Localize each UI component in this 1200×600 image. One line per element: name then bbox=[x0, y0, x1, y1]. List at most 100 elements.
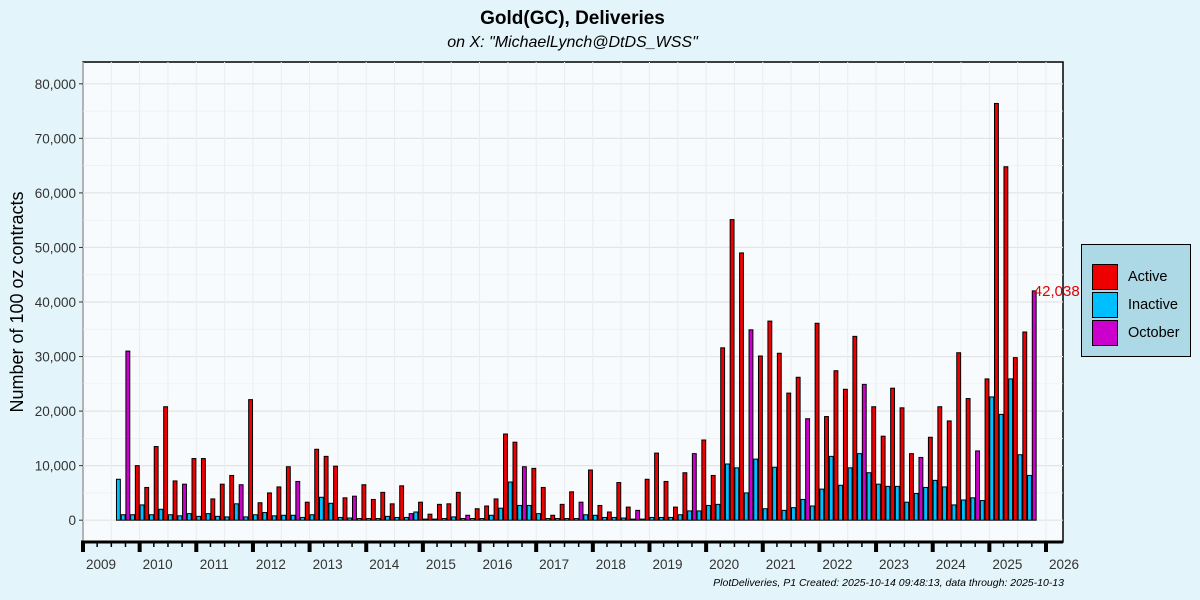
bar-2016-04 bbox=[493, 498, 499, 521]
bar-2021-09 bbox=[800, 498, 806, 521]
bar-2010-03 bbox=[149, 514, 154, 521]
bar-2016-06 bbox=[503, 433, 508, 521]
bar-2013-09 bbox=[347, 517, 353, 521]
bar-2025-06 bbox=[1012, 357, 1018, 521]
bar-2014-08 bbox=[399, 485, 405, 521]
bar-2019-01 bbox=[649, 516, 655, 521]
bar-2021-02 bbox=[767, 320, 773, 521]
y-tick-label: 20,000 bbox=[35, 404, 76, 419]
bar-2024-09 bbox=[970, 497, 976, 521]
bar-2018-02 bbox=[597, 504, 603, 521]
legend-label-active: Active bbox=[1128, 269, 1168, 285]
bar-2022-02 bbox=[824, 416, 829, 521]
bar-2022-11 bbox=[866, 472, 872, 521]
bar-2010-06 bbox=[163, 406, 169, 521]
bar-2020-04 bbox=[720, 347, 726, 521]
x-tick-label: 2009 bbox=[86, 557, 116, 572]
y-tick-label: 30,000 bbox=[35, 350, 76, 365]
bar-2011-06 bbox=[219, 483, 225, 521]
bar-2025-07 bbox=[1017, 454, 1023, 521]
last-value-annotation: 42,038 bbox=[1034, 283, 1080, 300]
x-tick-label: 2020 bbox=[709, 557, 739, 572]
bar-2020-06 bbox=[729, 219, 735, 521]
bar-2024-05 bbox=[951, 504, 957, 521]
x-tick-label: 2013 bbox=[313, 557, 343, 572]
bar-2010-10 bbox=[182, 483, 187, 521]
x-tick-label: 2016 bbox=[483, 557, 513, 572]
y-axis: 0 10,000 20,000 30,000 40,000 50,000 60,000 70,… bbox=[35, 77, 83, 528]
x-tick-label: 2024 bbox=[936, 557, 967, 572]
bar-2017-07 bbox=[564, 518, 570, 521]
bar-2018-03 bbox=[602, 516, 608, 521]
bar-2022-07 bbox=[847, 467, 853, 521]
x-tick-label: 2026 bbox=[1049, 557, 1079, 572]
bar-2021-06 bbox=[786, 392, 792, 521]
bar-2021-10 bbox=[805, 418, 811, 521]
bar-2024-06 bbox=[956, 352, 962, 521]
bar-2018-12 bbox=[644, 478, 650, 521]
bar-2020-07 bbox=[734, 467, 740, 521]
bar-2020-12 bbox=[757, 355, 763, 521]
bar-2023-05 bbox=[894, 485, 900, 521]
bar-2015-05 bbox=[441, 518, 447, 521]
x-tick-label: 2014 bbox=[369, 557, 400, 572]
bar-2020-08 bbox=[739, 252, 744, 521]
bar-2021-03 bbox=[772, 466, 778, 521]
bar-2010-02 bbox=[144, 486, 150, 521]
bar-2014-04 bbox=[380, 491, 386, 521]
bar-2020-09 bbox=[743, 492, 749, 521]
bar-2020-03 bbox=[715, 503, 721, 521]
x-tick-label: 2023 bbox=[879, 557, 909, 572]
legend-label-october: October bbox=[1128, 325, 1180, 341]
y-tick-label: 0 bbox=[68, 513, 76, 528]
x-tick-label: 2010 bbox=[143, 557, 173, 572]
bar-2011-04 bbox=[210, 498, 216, 521]
bar-2013-05 bbox=[328, 502, 334, 521]
legend-swatch-inactive bbox=[1092, 292, 1118, 318]
bar-2017-04 bbox=[550, 514, 556, 521]
bar-2017-02 bbox=[540, 486, 546, 521]
bar-2021-11 bbox=[809, 505, 815, 521]
x-tick-label: 2018 bbox=[596, 557, 626, 572]
bar-2025-01 bbox=[989, 396, 995, 521]
bar-2013-08 bbox=[342, 497, 348, 521]
bar-2022-04 bbox=[833, 370, 839, 521]
bar-2015-12 bbox=[474, 508, 480, 521]
bar-2010-05 bbox=[158, 508, 164, 521]
bar-2012-03 bbox=[262, 512, 268, 521]
bar-2015-09 bbox=[460, 518, 466, 521]
bar-2019-02 bbox=[654, 452, 659, 521]
bar-2011-07 bbox=[224, 516, 230, 521]
bar-2016-10 bbox=[521, 466, 527, 521]
bar-2023-02 bbox=[880, 435, 886, 521]
legend-swatch-active bbox=[1092, 264, 1118, 290]
bar-2023-09 bbox=[913, 492, 919, 521]
bar-2013-04 bbox=[323, 455, 329, 521]
bar-2014-03 bbox=[375, 518, 381, 521]
bar-2017-12 bbox=[588, 469, 593, 521]
bar-2015-04 bbox=[436, 503, 442, 521]
bar-2016-11 bbox=[526, 504, 532, 521]
bar-2014-09 bbox=[403, 516, 409, 521]
bar-2013-01 bbox=[309, 514, 315, 521]
bar-2020-10 bbox=[748, 329, 754, 521]
bar-2013-06 bbox=[333, 465, 338, 521]
bar-2012-11 bbox=[300, 516, 305, 521]
bar-2022-05 bbox=[838, 484, 844, 521]
bar-2015-01 bbox=[422, 518, 428, 521]
bar-2012-05 bbox=[271, 515, 277, 521]
bar-2018-11 bbox=[639, 518, 645, 521]
y-tick-label: 70,000 bbox=[35, 131, 76, 146]
bar-2010-11 bbox=[186, 513, 192, 521]
bar-2025-08 bbox=[1022, 331, 1028, 521]
y-tick-label: 40,000 bbox=[35, 295, 76, 310]
bar-2015-10 bbox=[465, 514, 471, 521]
bar-2024-01 bbox=[932, 479, 938, 521]
bar-2014-01 bbox=[366, 518, 372, 521]
bar-2025-03 bbox=[998, 413, 1004, 521]
bar-2018-10 bbox=[635, 509, 641, 521]
x-tick-label: 2019 bbox=[652, 557, 682, 572]
bar-2021-07 bbox=[791, 507, 796, 521]
bar-2019-06 bbox=[673, 506, 678, 521]
bar-2020-02 bbox=[710, 474, 716, 521]
